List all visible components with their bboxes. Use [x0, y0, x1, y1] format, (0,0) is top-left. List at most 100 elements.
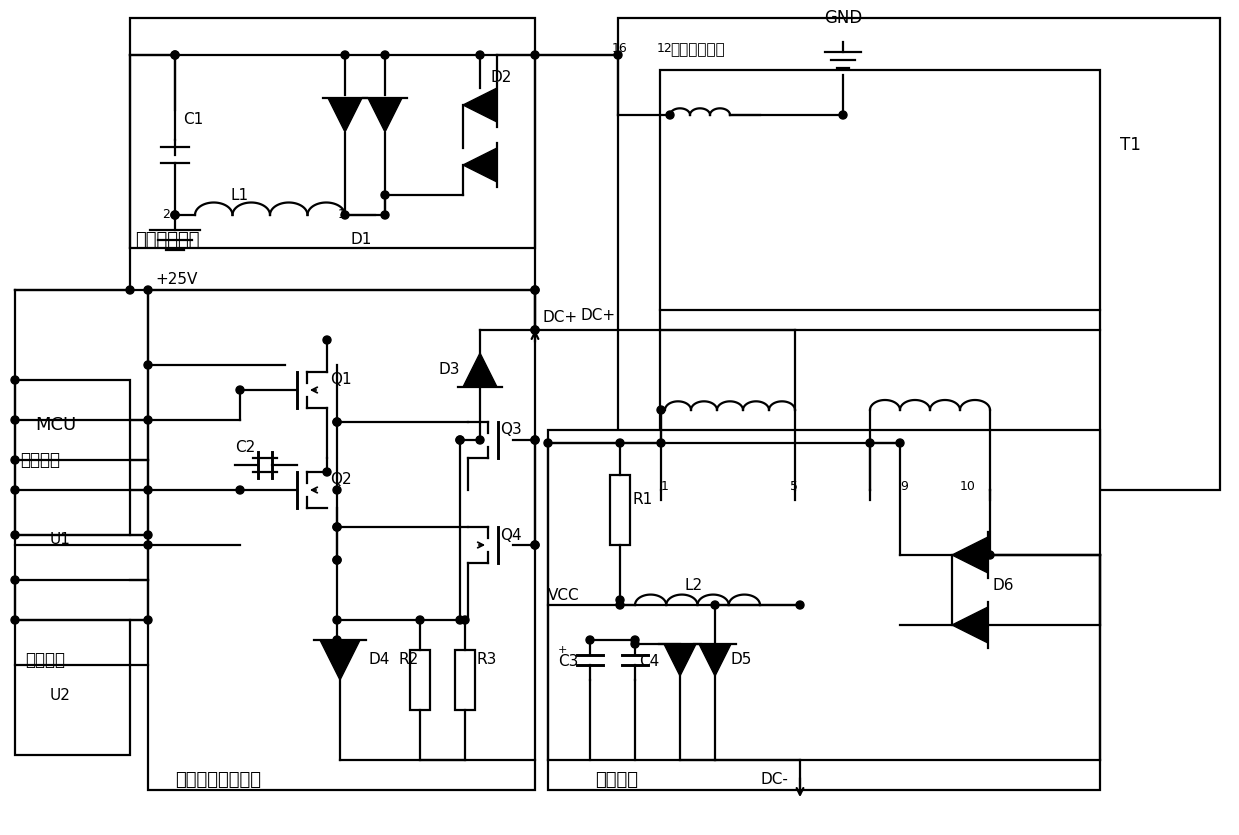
Circle shape: [382, 51, 389, 59]
Polygon shape: [328, 98, 362, 132]
Circle shape: [144, 286, 152, 294]
Circle shape: [323, 468, 331, 476]
Text: 1: 1: [338, 209, 346, 221]
Circle shape: [657, 406, 665, 414]
Polygon shape: [368, 98, 401, 132]
Circle shape: [333, 616, 341, 624]
Text: DC-: DC-: [760, 772, 788, 787]
Text: +25V: +25V: [155, 272, 197, 287]
Text: T1: T1: [1120, 136, 1141, 154]
Text: 主控电路: 主控电路: [20, 451, 59, 469]
Text: 5: 5: [790, 480, 798, 493]
Text: DC+: DC+: [580, 307, 615, 322]
Circle shape: [333, 523, 341, 531]
Circle shape: [171, 51, 178, 59]
Circle shape: [235, 386, 244, 394]
Circle shape: [616, 596, 624, 604]
Bar: [618, 18, 1220, 490]
Bar: [610, 475, 629, 545]
Text: R3: R3: [476, 652, 497, 667]
Circle shape: [532, 51, 539, 59]
Circle shape: [333, 418, 341, 426]
Circle shape: [323, 336, 331, 344]
Text: D6: D6: [992, 578, 1015, 593]
Polygon shape: [699, 644, 731, 676]
Circle shape: [11, 486, 19, 494]
Text: C3: C3: [558, 655, 579, 670]
Circle shape: [382, 191, 389, 199]
Circle shape: [896, 439, 904, 447]
Text: DC+: DC+: [543, 310, 579, 325]
Text: D1: D1: [349, 232, 372, 247]
Circle shape: [144, 486, 152, 494]
Text: C4: C4: [639, 655, 659, 670]
Circle shape: [631, 640, 639, 648]
Text: D5: D5: [730, 652, 751, 667]
Text: 2: 2: [162, 209, 170, 221]
Circle shape: [456, 436, 463, 444]
Circle shape: [532, 541, 539, 549]
Polygon shape: [952, 537, 987, 573]
Text: C2: C2: [235, 441, 255, 456]
Bar: [15, 620, 130, 755]
Circle shape: [11, 376, 19, 384]
Text: Q2: Q2: [330, 473, 352, 488]
Text: 整流续流电路: 整流续流电路: [135, 231, 199, 249]
Circle shape: [532, 326, 539, 334]
Circle shape: [532, 286, 539, 294]
Circle shape: [461, 616, 470, 624]
Bar: [147, 290, 535, 790]
Circle shape: [333, 523, 341, 531]
Circle shape: [795, 601, 804, 609]
Text: U1: U1: [50, 533, 71, 548]
Text: U2: U2: [50, 687, 71, 702]
Circle shape: [11, 616, 19, 624]
Polygon shape: [463, 353, 497, 387]
Circle shape: [456, 436, 463, 444]
Circle shape: [171, 51, 178, 59]
Circle shape: [476, 436, 484, 444]
Text: 驱动电路: 驱动电路: [25, 651, 64, 669]
Circle shape: [616, 439, 624, 447]
Circle shape: [333, 636, 341, 644]
Circle shape: [532, 326, 539, 334]
Text: Q4: Q4: [501, 528, 522, 543]
Bar: [15, 380, 130, 535]
Circle shape: [532, 541, 539, 549]
Circle shape: [657, 439, 665, 447]
Text: R1: R1: [632, 493, 652, 508]
Circle shape: [144, 541, 152, 549]
Circle shape: [711, 601, 719, 609]
Text: D4: D4: [368, 652, 389, 667]
Circle shape: [532, 436, 539, 444]
Circle shape: [416, 616, 424, 624]
Text: 10: 10: [960, 480, 976, 493]
Circle shape: [986, 551, 994, 559]
Circle shape: [11, 531, 19, 539]
Polygon shape: [463, 148, 497, 182]
Polygon shape: [952, 607, 987, 643]
Circle shape: [144, 616, 152, 624]
Circle shape: [144, 416, 152, 424]
Circle shape: [544, 439, 553, 447]
Text: 变压器主电路: 变压器主电路: [670, 43, 725, 58]
Circle shape: [667, 111, 674, 119]
Circle shape: [11, 456, 19, 464]
Text: 16: 16: [612, 42, 628, 54]
Circle shape: [341, 51, 349, 59]
Text: +: +: [558, 645, 567, 655]
Circle shape: [333, 418, 341, 426]
Circle shape: [586, 636, 593, 644]
Circle shape: [476, 51, 484, 59]
Circle shape: [631, 636, 639, 644]
Text: 12: 12: [657, 42, 673, 54]
Circle shape: [839, 111, 847, 119]
Text: D3: D3: [439, 362, 460, 377]
Bar: [660, 70, 1100, 490]
Polygon shape: [320, 640, 361, 680]
Text: Q1: Q1: [330, 372, 352, 387]
Circle shape: [866, 439, 873, 447]
Circle shape: [171, 211, 178, 219]
Circle shape: [532, 436, 539, 444]
Text: VCC: VCC: [548, 588, 580, 603]
